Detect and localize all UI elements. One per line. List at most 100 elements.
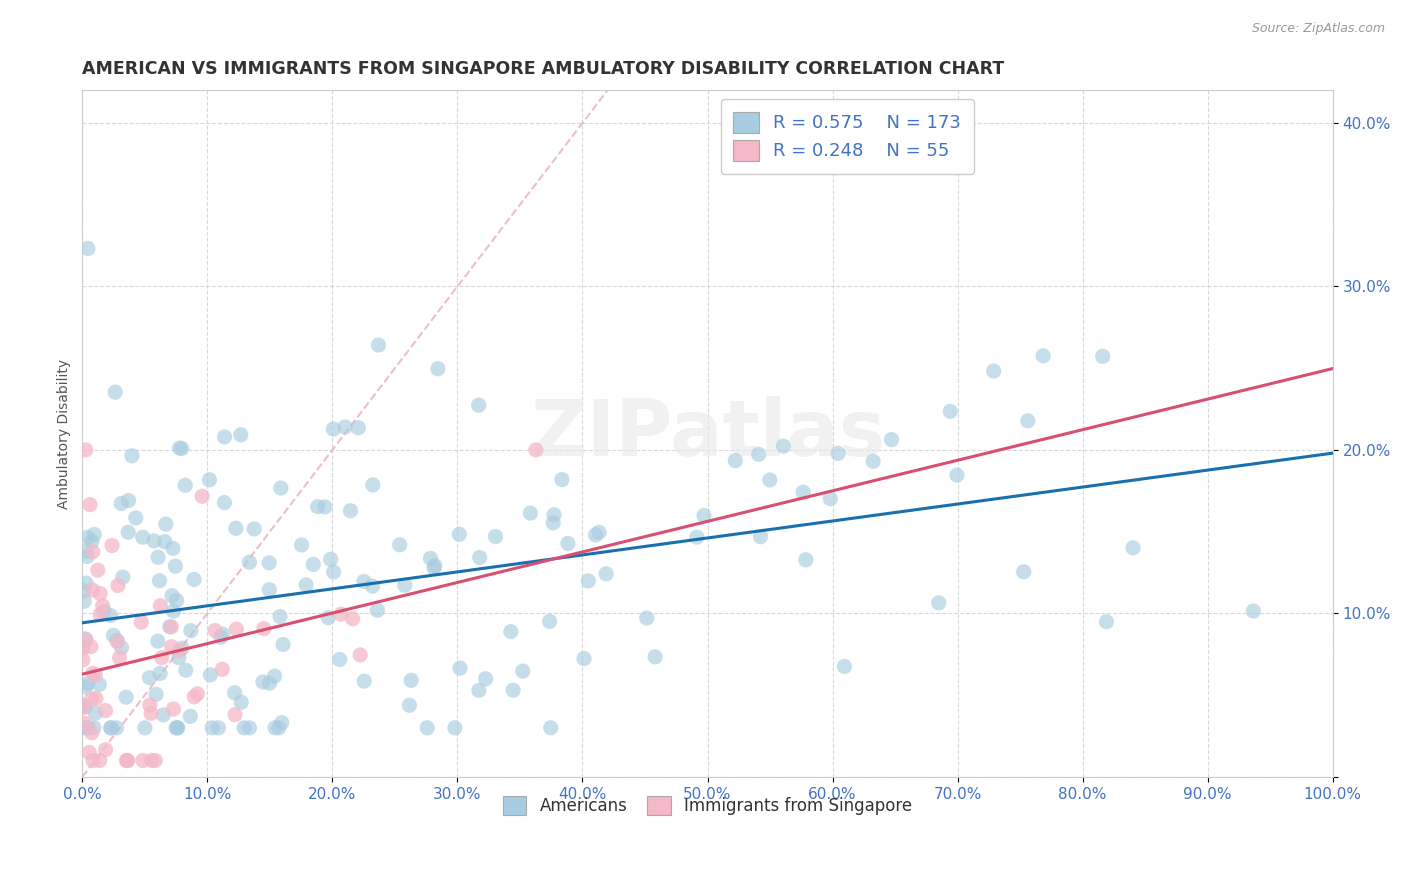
Point xyxy=(89,607,111,622)
Point xyxy=(1032,349,1054,363)
Point xyxy=(211,662,233,676)
Point xyxy=(179,709,201,723)
Point xyxy=(77,721,100,735)
Point xyxy=(169,643,191,657)
Point xyxy=(502,683,524,698)
Point xyxy=(183,573,205,587)
Point xyxy=(214,430,236,444)
Point xyxy=(162,702,184,716)
Point xyxy=(170,641,193,656)
Point xyxy=(170,442,193,456)
Point xyxy=(82,666,104,681)
Point xyxy=(307,500,329,514)
Point xyxy=(252,675,274,690)
Point xyxy=(80,534,103,549)
Point xyxy=(84,668,107,682)
Point xyxy=(129,615,152,629)
Point xyxy=(361,579,384,593)
Point xyxy=(80,726,103,740)
Point xyxy=(270,715,292,730)
Point xyxy=(238,555,260,569)
Point xyxy=(73,594,96,608)
Point xyxy=(89,677,111,691)
Point xyxy=(399,673,422,688)
Point xyxy=(939,404,962,418)
Point xyxy=(636,611,658,625)
Point xyxy=(468,550,491,565)
Point xyxy=(576,574,599,588)
Point xyxy=(361,478,384,492)
Point xyxy=(398,698,420,713)
Point xyxy=(89,586,111,600)
Point xyxy=(259,582,281,597)
Point xyxy=(91,599,114,613)
Point xyxy=(73,632,96,646)
Point xyxy=(264,721,287,735)
Point xyxy=(134,721,156,735)
Point xyxy=(89,754,111,768)
Point xyxy=(174,478,197,492)
Point xyxy=(110,496,132,510)
Point xyxy=(186,687,208,701)
Point xyxy=(145,687,167,701)
Point xyxy=(541,516,564,530)
Point xyxy=(149,666,172,681)
Point xyxy=(166,721,188,735)
Point xyxy=(339,504,361,518)
Point xyxy=(180,624,202,638)
Point xyxy=(84,691,107,706)
Point xyxy=(159,620,181,634)
Point xyxy=(110,640,132,655)
Point xyxy=(87,563,110,577)
Point xyxy=(107,635,129,649)
Point xyxy=(166,721,188,735)
Point xyxy=(209,630,232,644)
Point xyxy=(423,561,446,575)
Point xyxy=(467,398,489,412)
Point xyxy=(73,716,96,731)
Point xyxy=(107,578,129,592)
Point xyxy=(880,433,903,447)
Point xyxy=(111,570,134,584)
Point xyxy=(75,544,97,558)
Point xyxy=(105,721,128,735)
Point xyxy=(125,511,148,525)
Point xyxy=(183,690,205,704)
Point xyxy=(1122,541,1144,555)
Point xyxy=(316,611,339,625)
Point xyxy=(1017,414,1039,428)
Point xyxy=(224,686,246,700)
Point xyxy=(366,603,388,617)
Text: AMERICAN VS IMMIGRANTS FROM SINGAPORE AMBULATORY DISABILITY CORRELATION CHART: AMERICAN VS IMMIGRANTS FROM SINGAPORE AM… xyxy=(83,60,1004,78)
Point xyxy=(224,707,246,722)
Point xyxy=(257,556,280,570)
Point xyxy=(243,522,266,536)
Point xyxy=(538,615,561,629)
Point xyxy=(233,721,256,735)
Point xyxy=(100,721,122,735)
Point xyxy=(108,650,131,665)
Point xyxy=(73,583,96,598)
Point xyxy=(198,473,221,487)
Point xyxy=(519,506,541,520)
Point xyxy=(329,652,352,666)
Point xyxy=(319,552,342,566)
Point xyxy=(77,676,100,690)
Point xyxy=(80,640,103,654)
Point xyxy=(259,676,281,690)
Point xyxy=(162,604,184,618)
Point xyxy=(143,533,166,548)
Point xyxy=(174,663,197,677)
Point xyxy=(267,721,290,735)
Point xyxy=(82,545,104,559)
Point xyxy=(388,538,411,552)
Point xyxy=(121,449,143,463)
Point xyxy=(394,578,416,592)
Point xyxy=(201,721,224,735)
Point xyxy=(72,640,94,655)
Point xyxy=(367,338,389,352)
Point xyxy=(749,530,772,544)
Point xyxy=(76,530,98,544)
Point xyxy=(152,707,174,722)
Point xyxy=(231,695,253,709)
